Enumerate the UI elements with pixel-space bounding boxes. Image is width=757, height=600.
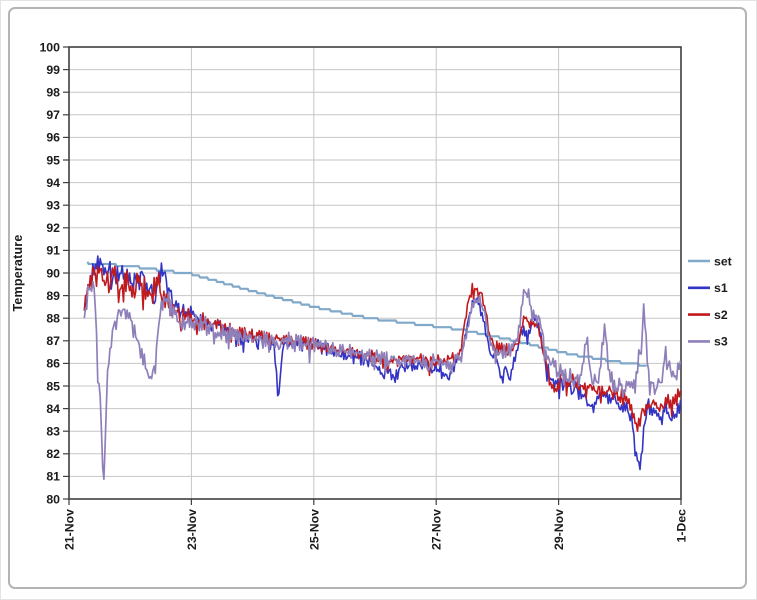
y-tick-label: 80: [46, 492, 60, 506]
legend-item-s2: s2: [688, 308, 728, 322]
y-tick-label: 84: [46, 402, 60, 416]
y-tick-label: 93: [46, 199, 60, 213]
y-tick-label: 91: [46, 244, 60, 258]
y-tick-label: 82: [46, 447, 60, 461]
series-line-s3: [83, 280, 681, 480]
y-tick-label: 88: [46, 312, 60, 326]
y-tick-label: 98: [46, 86, 60, 100]
y-tick-label: 90: [46, 266, 60, 280]
series-line-set: [86, 261, 647, 367]
y-tick-label: 92: [46, 221, 60, 235]
y-tick-label: 99: [46, 63, 60, 77]
y-tick-label: 100: [39, 40, 60, 54]
legend-group: set s1 s2 s3: [688, 254, 732, 349]
plot-border: [68, 46, 682, 500]
legend-label-s2: s2: [714, 308, 728, 322]
x-tick-label: 23-Nov: [185, 509, 199, 550]
series-group: [83, 255, 681, 480]
y-tick-label: 85: [46, 379, 60, 393]
legend-item-set: set: [688, 254, 732, 268]
legend-label-set: set: [714, 254, 732, 268]
y-tick-label: 83: [46, 425, 60, 439]
legend-label-s1: s1: [714, 281, 728, 295]
x-tick-label: 29-Nov: [552, 509, 566, 550]
chart-frame: [8, 7, 747, 589]
x-tick-label: 21-Nov: [63, 509, 77, 550]
legend-item-s3: s3: [688, 335, 728, 349]
y-axis-title: Temperature: [11, 234, 25, 312]
y-tick-label: 81: [46, 470, 60, 484]
axes-group: 80 81 82 83 84 85 86 87 88 89 90 91 92 93 94 95 96 97 98 99…: [39, 40, 688, 550]
y-tick-label: 87: [46, 334, 60, 348]
y-tick-label: 97: [46, 108, 60, 122]
series-line-s2: [83, 265, 681, 432]
legend-label-s3: s3: [714, 335, 728, 349]
y-tick-label: 94: [46, 176, 60, 190]
y-tick-label: 89: [46, 289, 60, 303]
y-tick-label: 86: [46, 357, 60, 371]
y-tick-label: 96: [46, 131, 60, 145]
legend-item-s1: s1: [688, 281, 728, 295]
series-line-s1: [83, 255, 681, 471]
x-tick-label: 1-Dec: [675, 509, 689, 543]
x-tick-label: 25-Nov: [307, 509, 321, 550]
x-tick-label: 27-Nov: [430, 509, 444, 550]
y-tick-label: 95: [46, 153, 60, 167]
